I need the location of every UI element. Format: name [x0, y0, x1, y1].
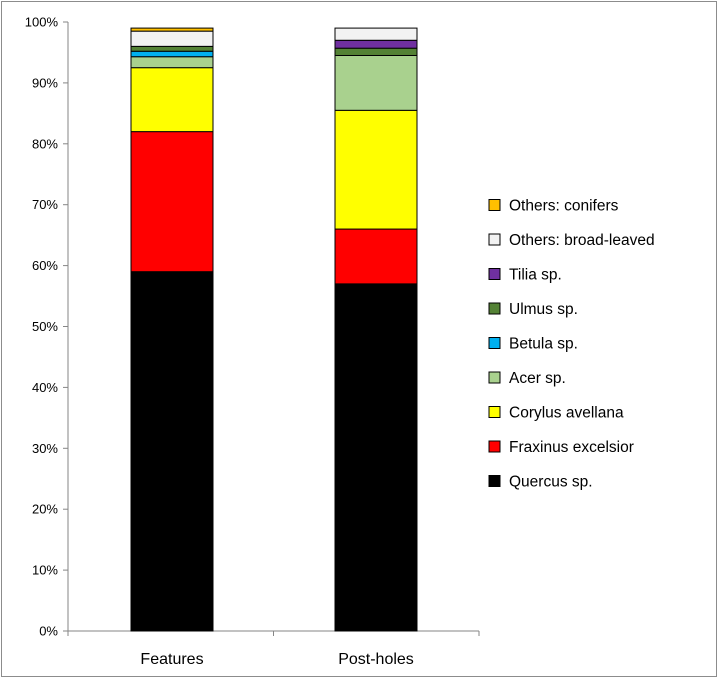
legend-swatch — [488, 475, 501, 487]
y-tick-label: 10% — [32, 563, 58, 578]
legend-label: Ulmus sp. — [509, 301, 578, 318]
legend-swatch — [488, 406, 501, 418]
bar-segment — [130, 27, 214, 32]
legend-label: Betula sp. — [509, 336, 578, 353]
legend-swatch — [488, 371, 501, 384]
y-tick-label: 20% — [32, 502, 58, 517]
bars — [130, 27, 418, 632]
bar-segment — [130, 67, 214, 133]
bar-segment — [130, 45, 214, 52]
legend-label: Others: conifers — [509, 198, 619, 215]
y-tick-label: 40% — [32, 380, 58, 395]
legend: Others: conifers Others: broad-leaved Tili… — [488, 198, 655, 491]
y-tick-label: 70% — [32, 197, 58, 212]
bar-segment — [130, 56, 214, 69]
bar-segment — [334, 228, 418, 285]
bar-segment — [334, 54, 418, 111]
legend-swatch — [488, 199, 501, 211]
legend-swatch — [488, 302, 501, 315]
legend-label: Tilia sp. — [509, 267, 562, 284]
y-axis-ticks: 0% 10% 20% 30% 40% 50% 60% 70% 80% 90% 100% — [25, 15, 68, 639]
bar-segment — [334, 39, 418, 49]
y-tick-label: 50% — [32, 319, 58, 334]
y-tick-label: 0% — [39, 624, 58, 639]
bar-segment — [130, 50, 214, 58]
bar-segment — [334, 27, 418, 41]
bar-segment — [130, 30, 214, 47]
bar-segment — [334, 283, 418, 632]
y-tick-label: 90% — [32, 75, 58, 90]
x-category-label: Post-holes — [338, 651, 414, 668]
legend-swatch — [488, 440, 501, 453]
legend-label: Quercus sp. — [509, 474, 593, 491]
bar-segment — [334, 109, 418, 230]
bar-segment — [130, 271, 214, 632]
legend-label: Fraxinus excelsior — [509, 439, 634, 456]
legend-swatch — [488, 233, 501, 246]
legend-label: Acer sp. — [509, 370, 566, 387]
legend-label: Corylus avellana — [509, 405, 624, 422]
legend-label: Others: broad-leaved — [509, 232, 655, 249]
y-tick-label: 100% — [25, 15, 59, 30]
legend-swatch — [488, 268, 501, 280]
bar-segment — [334, 47, 418, 56]
y-tick-label: 80% — [32, 136, 58, 151]
x-category-label: Features — [140, 651, 203, 668]
y-tick-label: 60% — [32, 258, 58, 273]
bar-segment — [130, 131, 214, 273]
legend-swatch — [488, 337, 501, 349]
x-axis-labels: Features Post-holes — [67, 631, 480, 668]
y-tick-label: 30% — [32, 441, 58, 456]
